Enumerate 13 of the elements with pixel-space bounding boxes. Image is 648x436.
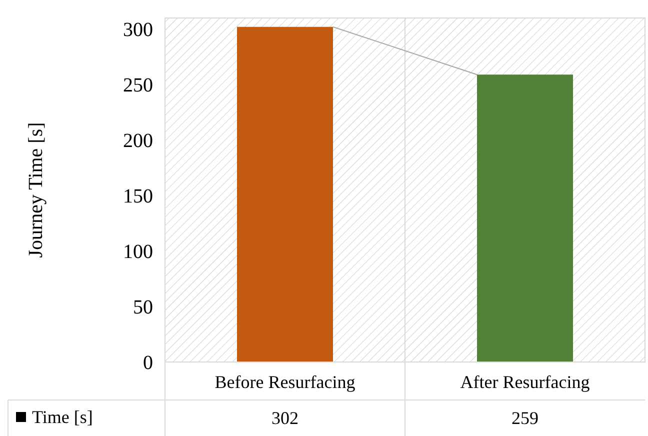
- y-tick-label: 0: [143, 352, 153, 374]
- y-tick-label: 250: [123, 74, 153, 97]
- text: Time [s]: [32, 407, 93, 427]
- x-tick-label: Before Resurfacing: [214, 372, 356, 392]
- y-tick-label: 50: [133, 296, 153, 319]
- x-tick-label: After Resurfacing: [460, 372, 590, 392]
- y-axis-title: Journey Time [s]: [25, 122, 47, 258]
- data-label: 302: [272, 408, 298, 428]
- y-tick-label: 300: [123, 19, 153, 42]
- y-tick-label: 200: [123, 130, 153, 152]
- y-tick-label: 100: [123, 241, 153, 264]
- data-label: 259: [512, 408, 538, 428]
- y-tick-label: 150: [123, 186, 153, 208]
